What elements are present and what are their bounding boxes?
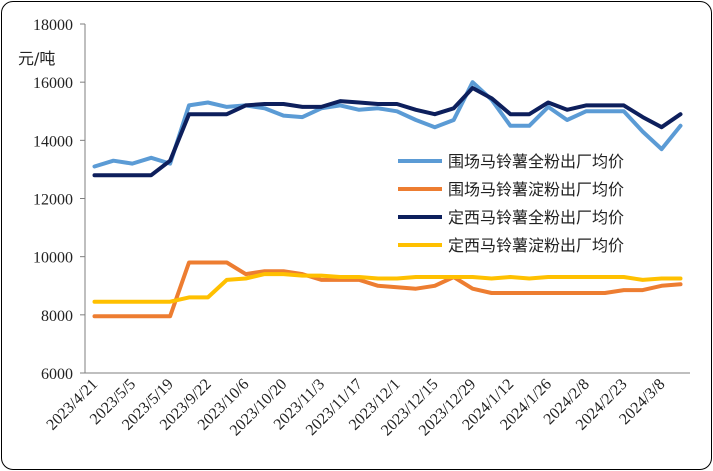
y-unit-label: 元/吨 — [18, 49, 55, 68]
y-tick-label: 18000 — [33, 17, 73, 34]
y-tick-label: 14000 — [33, 133, 73, 150]
y-tick-label: 10000 — [33, 250, 73, 267]
y-tick-label: 16000 — [33, 75, 73, 92]
axes — [80, 23, 690, 374]
legend-label: 围场马铃薯淀粉出厂均价 — [448, 180, 624, 199]
legend-label: 定西马铃薯全粉出厂均价 — [448, 208, 624, 227]
legend: 围场马铃薯全粉出厂均价围场马铃薯淀粉出厂均价定西马铃薯全粉出厂均价定西马铃薯淀粉… — [398, 152, 624, 255]
series-lines — [92, 80, 683, 319]
y-tick-label: 12000 — [33, 192, 73, 209]
legend-label: 围场马铃薯全粉出厂均价 — [448, 152, 624, 171]
series-line-2 — [92, 260, 683, 319]
legend-label: 定西马铃薯淀粉出厂均价 — [448, 236, 624, 255]
x-tick-label: 2023/4/21 — [43, 376, 101, 434]
y-tick-label: 8000 — [41, 308, 73, 325]
series-line-3 — [92, 86, 683, 178]
x-tick-labels: 2023/4/212023/5/52023/5/192023/9/222023/… — [43, 376, 668, 440]
series-line-1 — [92, 80, 683, 169]
y-tick-label: 6000 — [41, 366, 73, 383]
series-line-4 — [92, 272, 683, 304]
y-tick-labels: 6000 8000 10000 12000 14000 16000 18000 — [33, 17, 73, 383]
